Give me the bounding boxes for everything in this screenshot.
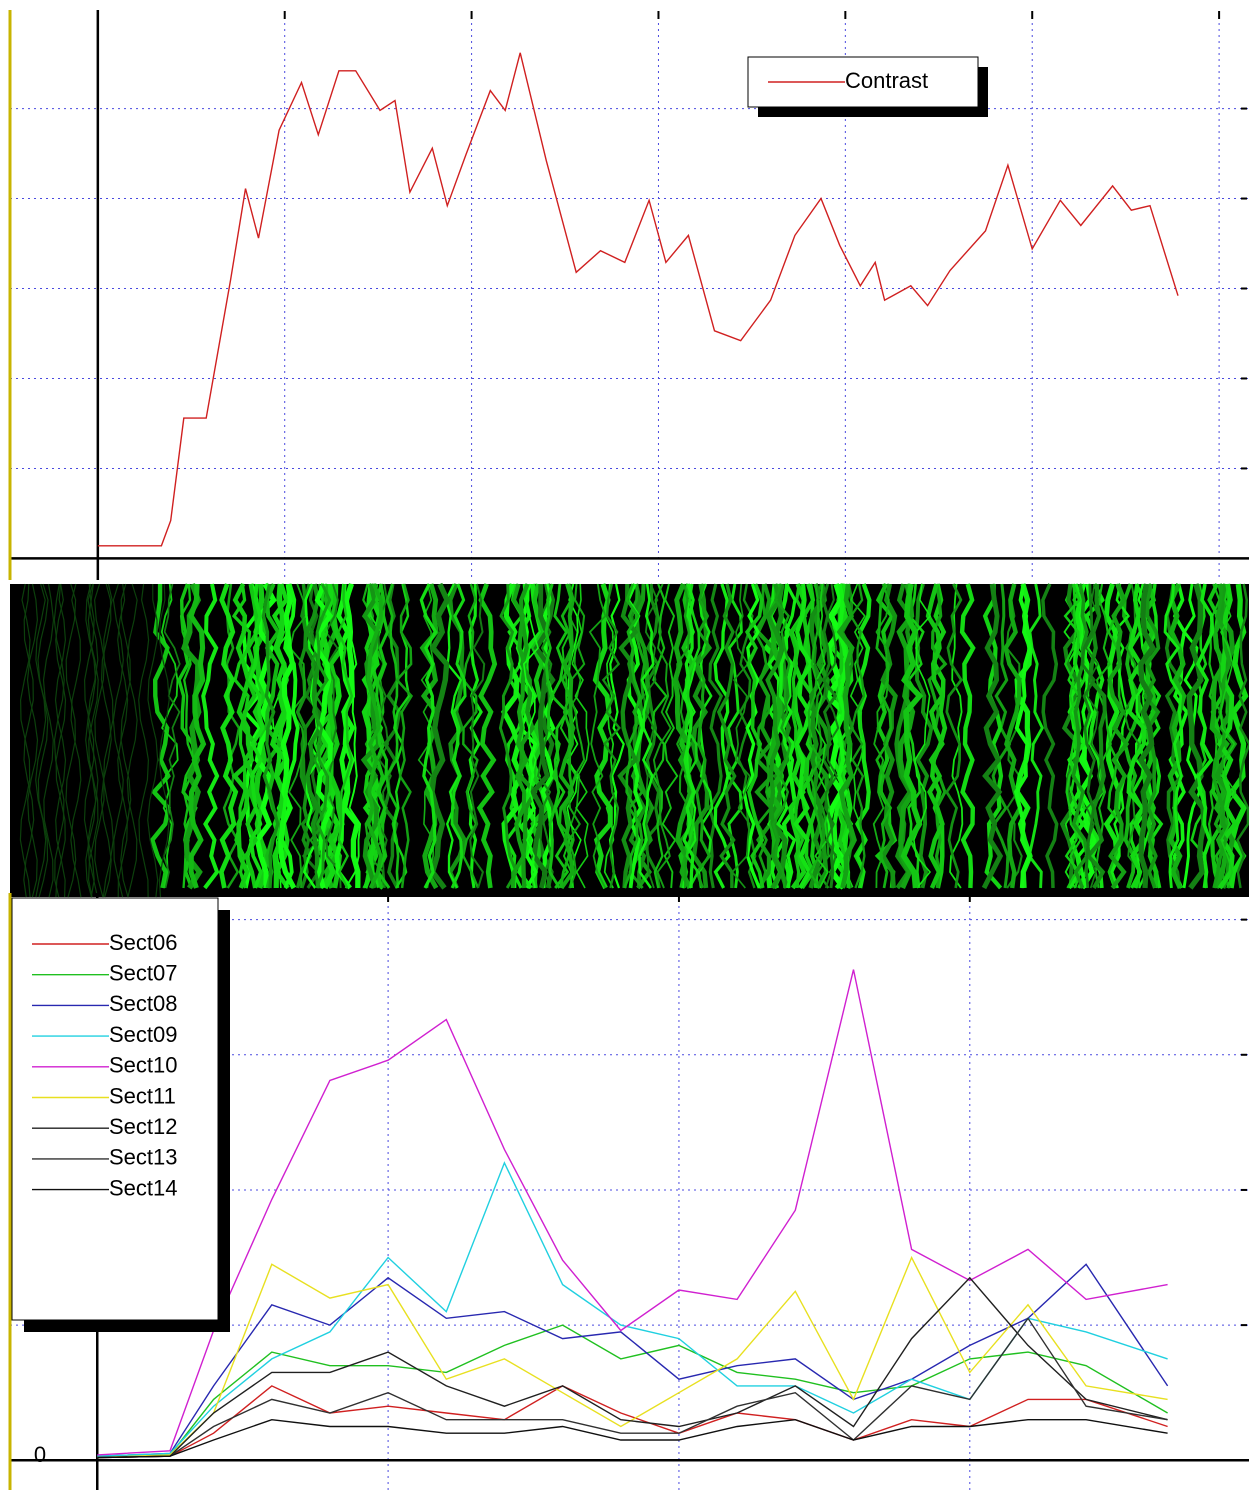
legend-label: Sect13 <box>109 1145 178 1170</box>
legend-label: Sect06 <box>109 930 178 955</box>
legend-label: Sect11 <box>109 1083 176 1108</box>
data-line <box>97 1163 1167 1456</box>
data-line <box>97 1278 1167 1458</box>
legend-label: Sect08 <box>109 991 178 1016</box>
data-line <box>97 1258 1167 1458</box>
figure: Contrast 0 Sect06 Sect07 Sect08 Sect09 Sect10 S… <box>0 0 1249 1492</box>
y-tick-label: 0 <box>34 1442 46 1467</box>
legend-label: Sect09 <box>109 1022 178 1047</box>
legend-label: Sect10 <box>109 1053 178 1078</box>
data-line <box>97 1420 1167 1458</box>
legend-label: Sect12 <box>109 1114 178 1139</box>
data-line <box>97 1264 1167 1456</box>
data-line <box>97 1325 1167 1458</box>
data-line <box>97 1318 1167 1457</box>
legend-label: Contrast <box>845 68 928 93</box>
legend-label: Sect07 <box>109 961 178 986</box>
data-line <box>98 53 1178 546</box>
legend-label: Sect14 <box>109 1175 178 1200</box>
page: Contrast 0 Sect06 Sect07 Sect08 Sect09 Sect10 S… <box>0 0 1249 1492</box>
